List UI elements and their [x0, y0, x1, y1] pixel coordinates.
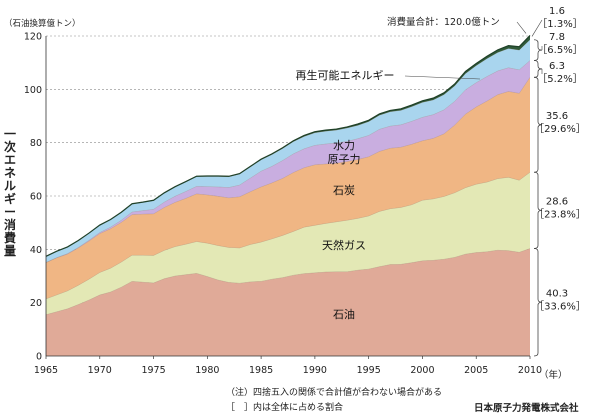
- label-coal: 石炭: [333, 184, 355, 197]
- annotation-value: 6.3: [549, 61, 565, 72]
- x-tick-label: 1995: [357, 365, 381, 376]
- y-tick-label: 20: [30, 298, 42, 309]
- right-braces: [516, 19, 543, 357]
- annotation-value: 40.3: [546, 288, 568, 299]
- label-hydro: 水力: [333, 139, 355, 152]
- x-tick-label: 1985: [249, 365, 273, 376]
- leader-renewable-label: [404, 75, 481, 80]
- series-boundary-3: [45, 60, 531, 263]
- area-series-2: [46, 77, 530, 299]
- brace-oil: [533, 248, 543, 357]
- brace-gas: [533, 171, 543, 249]
- annotation-share: ［29.6%］: [534, 123, 586, 135]
- y-axis-title: 一次エネルギー消費量: [3, 127, 16, 258]
- area-series-1: [46, 172, 530, 315]
- annotation-share: ［5.2%］: [537, 73, 582, 85]
- footnote-share: ［ ］内は全体に占める割合: [226, 403, 344, 413]
- annotation-share: ［1.3%］: [537, 18, 582, 30]
- annotation-value: 28.6: [546, 196, 568, 207]
- y-tick-label: 80: [30, 138, 42, 149]
- annotation-value: 7.8: [549, 32, 565, 43]
- x-tick-label: 2000: [410, 365, 434, 376]
- label-oil: 石油: [333, 307, 355, 321]
- area-series-0: [46, 248, 530, 356]
- y-tick-label: 100: [24, 85, 42, 96]
- series-boundary-0: [45, 248, 531, 315]
- y-tick-label: 40: [30, 245, 42, 256]
- y-tick-label: 120: [24, 32, 42, 43]
- footnote-rounding: （注）四捨五入の関係で合計値が合わない場合がある: [226, 388, 443, 398]
- x-tick-label: 1975: [141, 365, 165, 376]
- x-tick-label: 2010: [518, 365, 542, 376]
- label-renewable: 再生可能エネルギー: [296, 68, 395, 82]
- x-tick-label: 1970: [88, 365, 112, 376]
- y-unit-label: （石油換算億トン）: [4, 19, 81, 29]
- annotation-value: 1.6: [549, 6, 565, 17]
- x-tick-label: 1965: [34, 365, 58, 376]
- series-boundary-2: [45, 77, 531, 263]
- x-tick-label: 1980: [195, 365, 219, 376]
- x-tick-labels: 1965 1970 1975 1980 1985 1990 1995 2000 2005 2010: [34, 356, 542, 376]
- right-annotations: 1.6［1.3%］ 7.8［6.5%］ 6.3［5.2%］ 35.6［29.6%］ 28…: [534, 6, 586, 312]
- label-nuclear: 原子力: [328, 153, 361, 166]
- total-consumption-label: 消費量合計：120.0億トン: [387, 17, 500, 28]
- axes: [45, 36, 530, 357]
- brace-coal: [533, 76, 543, 173]
- area-series-3: [46, 60, 530, 263]
- y-tick-label: 0: [36, 352, 42, 363]
- leader-renewable: [531, 19, 543, 37]
- x-tick-label: 1990: [303, 365, 327, 376]
- series-boundary-5: [45, 35, 531, 257]
- stacked-areas: [45, 35, 531, 356]
- leader-total: [516, 21, 527, 34]
- source-label: 日本原子力発電株式会社: [474, 403, 579, 414]
- y-tick-labels: 0 20 40 60 80 100 120: [24, 32, 42, 363]
- brace-nuclear: [533, 60, 543, 78]
- annotation-value: 35.6: [546, 111, 568, 122]
- x-tick-label: 2005: [464, 365, 488, 376]
- annotation-share: ［6.5%］: [537, 44, 582, 56]
- area-series-4: [46, 39, 530, 263]
- annotation-share: ［23.8%］: [534, 208, 586, 220]
- annotation-share: ［33.6%］: [534, 300, 586, 312]
- x-axis-suffix: （年）: [539, 370, 568, 381]
- label-gas: 天然ガス: [322, 238, 366, 252]
- series-boundary-1: [45, 172, 531, 300]
- y-tick-label: 60: [30, 192, 42, 203]
